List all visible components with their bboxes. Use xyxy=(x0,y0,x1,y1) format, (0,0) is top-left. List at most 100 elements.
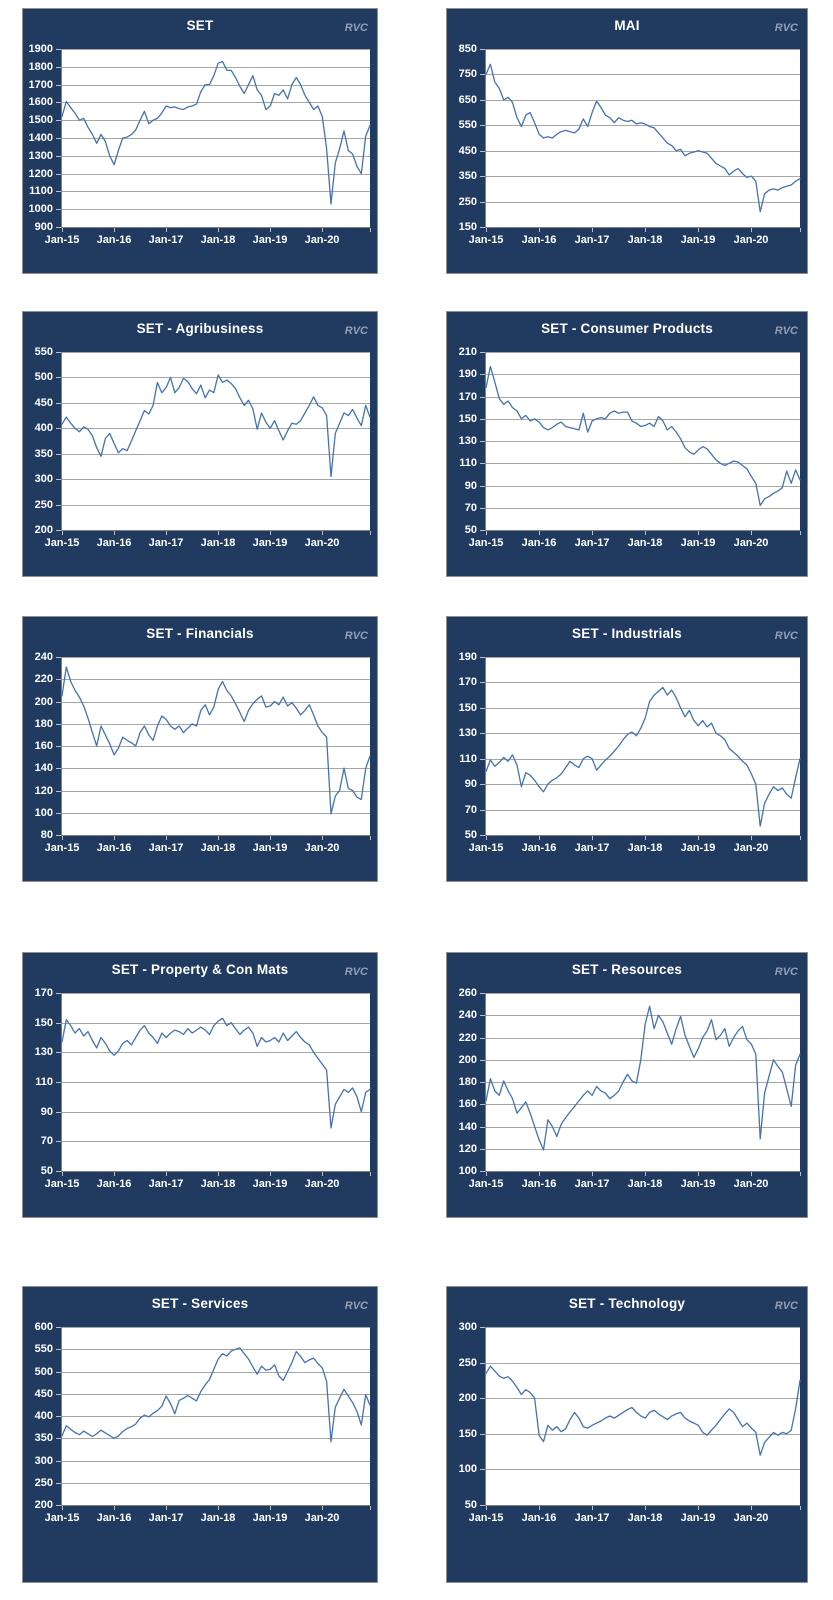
x-axis-tick xyxy=(62,228,63,232)
chart-title: SET - Financials xyxy=(146,626,254,641)
chart-title: SET - Property & Con Mats xyxy=(111,962,289,977)
price-line xyxy=(61,1017,371,1129)
y-axis-tick xyxy=(56,791,61,792)
x-tick-label: Jan-17 xyxy=(148,842,184,854)
x-axis-tick xyxy=(114,1506,115,1510)
plot-area xyxy=(61,49,371,228)
y-axis-tick xyxy=(56,1327,61,1328)
x-axis-tick xyxy=(486,228,487,232)
x-axis-tick xyxy=(539,1506,540,1510)
gridline xyxy=(62,724,370,725)
x-axis-tick xyxy=(539,228,540,232)
rvc-watermark: RVC xyxy=(774,630,798,642)
gridline xyxy=(486,151,800,152)
y-tick-label: 170 xyxy=(458,676,477,688)
y-axis-tick xyxy=(480,733,485,734)
y-axis-tick xyxy=(56,403,61,404)
y-tick-label: 150 xyxy=(458,221,477,233)
x-axis-tick xyxy=(486,531,487,535)
x-axis-tick xyxy=(645,1172,646,1176)
chart-title: SET - Consumer Products xyxy=(541,321,713,336)
y-axis-tick xyxy=(480,1104,485,1105)
x-axis-tick xyxy=(645,836,646,840)
x-tick-label: Jan-17 xyxy=(574,234,610,246)
y-axis-tick xyxy=(56,1112,61,1113)
y-axis-tick xyxy=(480,1127,485,1128)
y-axis-tick xyxy=(480,1327,485,1328)
chart-panel: SET - Resources RVC 260 240 220 200 180 160 14… xyxy=(446,952,808,1218)
x-axis-tick xyxy=(114,531,115,535)
plot-area xyxy=(485,352,801,531)
x-axis-tick xyxy=(322,1172,323,1176)
y-tick-label: 1500 xyxy=(28,114,53,126)
chart-title: SET xyxy=(186,18,214,33)
gridline xyxy=(62,191,370,192)
rvc-watermark: RVC xyxy=(774,22,798,34)
y-tick-label: 550 xyxy=(458,119,477,131)
y-tick-label: 240 xyxy=(458,1009,477,1021)
x-tick-label: Jan-19 xyxy=(252,1178,288,1190)
y-tick-label: 160 xyxy=(34,740,53,752)
y-axis-tick xyxy=(56,1349,61,1350)
y-tick-label: 550 xyxy=(34,346,53,358)
y-axis-tick xyxy=(480,419,485,420)
y-tick-label: 500 xyxy=(34,1366,53,1378)
x-axis-tick xyxy=(751,1172,752,1176)
x-tick-label: Jan-18 xyxy=(627,234,663,246)
x-tick-label: Jan-18 xyxy=(200,1512,236,1524)
gridline xyxy=(62,454,370,455)
gridline xyxy=(62,746,370,747)
rvc-watermark: RVC xyxy=(774,966,798,978)
x-tick-label: Jan-19 xyxy=(680,842,716,854)
x-axis-tick xyxy=(486,836,487,840)
y-axis-tick xyxy=(480,227,485,228)
price-line-svg xyxy=(485,1005,801,1151)
rvc-watermark: RVC xyxy=(774,325,798,337)
x-axis-tick xyxy=(270,1172,271,1176)
x-tick-label: Jan-17 xyxy=(574,1512,610,1524)
x-tick-label: Jan-19 xyxy=(252,537,288,549)
y-axis-tick xyxy=(56,85,61,86)
y-axis-tick xyxy=(56,1438,61,1439)
y-axis-tick xyxy=(480,835,485,836)
y-axis-tick xyxy=(480,463,485,464)
x-axis-tick xyxy=(166,531,167,535)
gridline xyxy=(486,441,800,442)
y-tick-label: 80 xyxy=(40,829,53,841)
x-tick-label: Jan-17 xyxy=(148,1178,184,1190)
gridline xyxy=(486,1015,800,1016)
y-axis-tick xyxy=(480,1505,485,1506)
y-tick-label: 500 xyxy=(34,371,53,383)
x-tick-label: Jan-15 xyxy=(468,234,504,246)
y-axis-tick xyxy=(56,835,61,836)
gridline xyxy=(486,1363,800,1364)
y-axis-tick xyxy=(56,1023,61,1024)
gridline xyxy=(62,120,370,121)
y-axis-tick xyxy=(480,993,485,994)
x-tick-label: Jan-15 xyxy=(44,842,80,854)
y-tick-label: 50 xyxy=(40,1165,53,1177)
y-axis-tick xyxy=(56,479,61,480)
gridline xyxy=(486,993,800,994)
gridline xyxy=(62,1372,370,1373)
y-tick-label: 130 xyxy=(458,435,477,447)
x-tick-label: Jan-16 xyxy=(96,842,132,854)
y-axis-tick xyxy=(480,1398,485,1399)
gridline xyxy=(486,759,800,760)
x-tick-label: Jan-20 xyxy=(733,537,769,549)
y-axis-tick xyxy=(56,209,61,210)
x-axis-tick xyxy=(592,531,593,535)
y-axis-tick xyxy=(480,49,485,50)
gridline xyxy=(486,657,800,658)
gridline xyxy=(486,1060,800,1061)
x-axis-tick xyxy=(270,836,271,840)
x-tick-label: Jan-19 xyxy=(252,1512,288,1524)
y-tick-label: 200 xyxy=(34,1499,53,1511)
gridline xyxy=(486,486,800,487)
x-axis-tick xyxy=(698,531,699,535)
y-tick-label: 450 xyxy=(34,397,53,409)
x-axis-tick xyxy=(370,228,371,232)
x-tick-label: Jan-19 xyxy=(680,1512,716,1524)
x-tick-label: Jan-18 xyxy=(200,537,236,549)
y-axis-tick xyxy=(56,174,61,175)
